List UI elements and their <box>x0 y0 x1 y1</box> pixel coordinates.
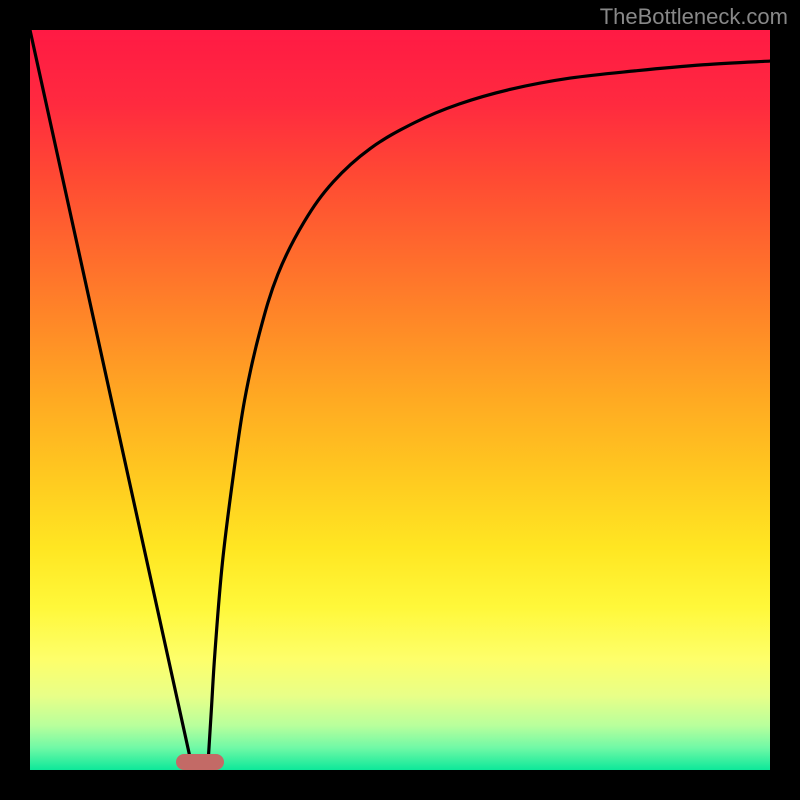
right-asymptotic-curve <box>208 61 770 770</box>
watermark-text: TheBottleneck.com <box>600 4 788 30</box>
chart-container: TheBottleneck.com <box>0 0 800 800</box>
left-descending-line <box>30 30 193 770</box>
plot-area <box>30 30 770 770</box>
bottleneck-marker <box>176 754 224 770</box>
curves-layer <box>30 30 770 770</box>
